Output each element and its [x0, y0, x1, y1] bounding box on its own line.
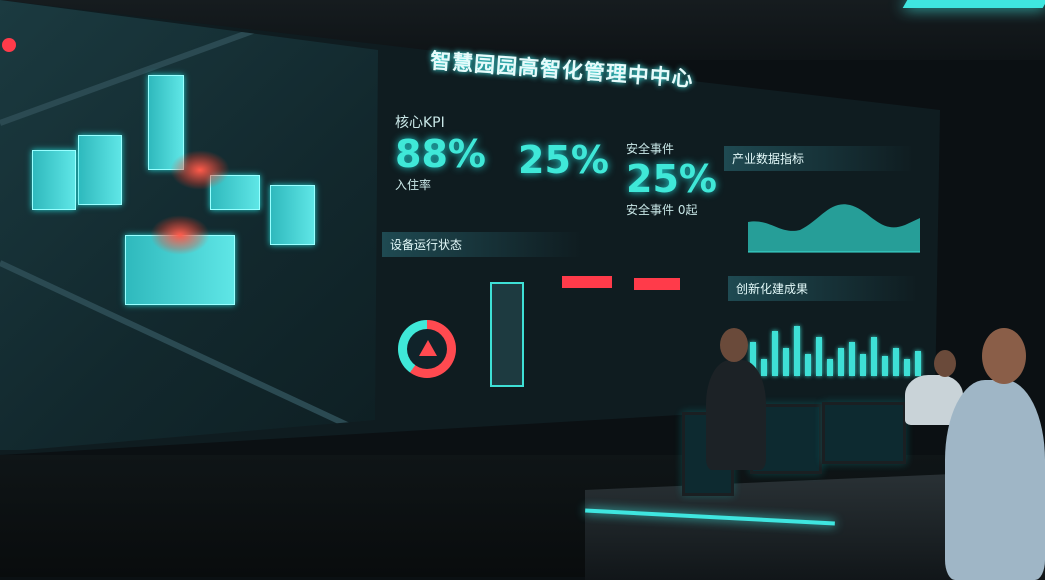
bar: [827, 359, 833, 376]
monitor: [822, 402, 906, 464]
alarm-tag: [562, 276, 612, 288]
heat-spot: [170, 150, 230, 190]
kpi-safety: 安全事件 25% 安全事件 0起: [626, 140, 717, 218]
bar: [871, 336, 877, 376]
bar: [893, 348, 899, 376]
bar: [915, 350, 921, 376]
kpi-caption: 安全事件 0起: [626, 203, 698, 217]
bar: [794, 325, 800, 376]
kpi-value: 25%: [626, 157, 717, 201]
area-chart: [748, 204, 920, 253]
area-series: [748, 204, 920, 252]
bar: [816, 336, 822, 376]
kpi-value: 88%: [395, 132, 486, 176]
alarm-tag: [634, 278, 680, 290]
operator: [706, 360, 766, 470]
kpi-occupancy: 核心KPI 88% 入住率: [395, 112, 486, 193]
operator-head: [720, 328, 748, 362]
city-map-3d: [0, 0, 378, 450]
kpi-second: 25%: [518, 128, 609, 182]
trend-panel-header: 产业数据指标: [724, 146, 914, 171]
bar-chart: [750, 320, 925, 376]
operator-head: [982, 328, 1026, 384]
bar: [805, 353, 811, 376]
bar: [860, 353, 866, 376]
bar-panel-header: 创新化建成果: [728, 276, 918, 301]
bar: [849, 342, 855, 376]
bar: [750, 342, 756, 376]
device-status-header: 设备运行状态: [382, 232, 582, 257]
kpi-label: 核心KPI: [395, 115, 445, 131]
equipment-rack: [490, 282, 524, 387]
warning-icon: [419, 340, 437, 356]
operator-head: [934, 350, 956, 377]
bar: [904, 359, 910, 376]
heat-spot: [150, 215, 210, 255]
bar: [761, 359, 767, 376]
bar: [838, 348, 844, 376]
operator-foreground: [945, 380, 1045, 580]
kpi-label: 安全事件: [626, 142, 675, 156]
alert-icon: [2, 38, 16, 52]
kpi-caption: 入住率: [395, 178, 432, 192]
bar: [783, 348, 789, 376]
kpi-value: 25%: [518, 138, 609, 182]
bar: [882, 356, 888, 376]
ceiling-light: [902, 0, 1045, 8]
bar: [772, 331, 778, 376]
